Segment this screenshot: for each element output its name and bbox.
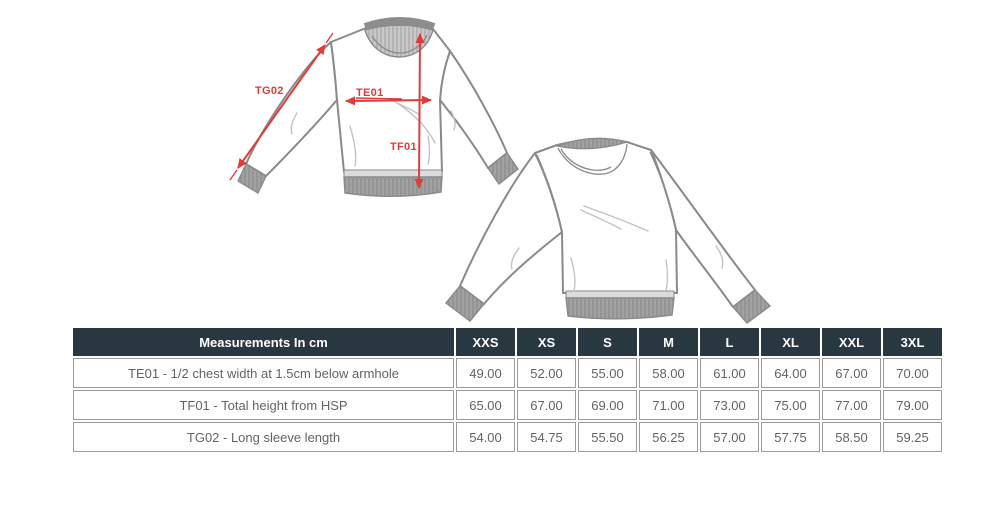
- table-cell: 75.00: [761, 390, 820, 420]
- front-collar-back-rib: [363, 17, 436, 31]
- tf01-arrow: [414, 33, 425, 189]
- te01-label: TE01: [356, 87, 384, 99]
- dimension-arrows: TG02 TE01 TF01: [229, 32, 432, 189]
- back-view-drawing: [444, 137, 772, 324]
- te01-arrow: [345, 95, 432, 106]
- column-header-m: M: [639, 328, 698, 356]
- row-label: TF01 - Total height from HSP: [73, 390, 454, 420]
- column-header-s: S: [578, 328, 637, 356]
- table-cell: 73.00: [700, 390, 759, 420]
- table-cell: 71.00: [639, 390, 698, 420]
- table-cell: 69.00: [578, 390, 637, 420]
- table-cell: 57.00: [700, 422, 759, 452]
- back-collar-band: [554, 137, 630, 150]
- table-cell: 54.75: [517, 422, 576, 452]
- front-hem-top-strip: [343, 169, 443, 178]
- front-left-cuff: [237, 163, 267, 194]
- table-cell: 56.25: [639, 422, 698, 452]
- measurements-table: Measurements In cm XXS XS S M L XL XXL 3…: [71, 326, 944, 454]
- table-cell: 67.00: [517, 390, 576, 420]
- table-cell: 67.00: [822, 358, 881, 388]
- table-cell: 54.00: [456, 422, 515, 452]
- table-cell: 55.00: [578, 358, 637, 388]
- row-label: TE01 - 1/2 chest width at 1.5cm below ar…: [73, 358, 454, 388]
- column-header-3xl: 3XL: [883, 328, 942, 356]
- table-cell: 59.25: [883, 422, 942, 452]
- front-hem-band: [343, 176, 443, 197]
- table-header-row: Measurements In cm XXS XS S M L XL XXL 3…: [73, 328, 942, 356]
- table-cell: 58.00: [639, 358, 698, 388]
- table-cell: 52.00: [517, 358, 576, 388]
- column-header-xs: XS: [517, 328, 576, 356]
- front-left-sleeve: [245, 41, 338, 177]
- tg02-arrow: [237, 44, 326, 169]
- column-header-xxs: XXS: [456, 328, 515, 356]
- table-row-te01: TE01 - 1/2 chest width at 1.5cm below ar…: [73, 358, 942, 388]
- back-left-cuff: [444, 285, 486, 322]
- table-cell: 70.00: [883, 358, 942, 388]
- table-cell: 49.00: [456, 358, 515, 388]
- table-cell: 64.00: [761, 358, 820, 388]
- table-cell: 58.50: [822, 422, 881, 452]
- table-cell: 79.00: [883, 390, 942, 420]
- column-header-xxl: XXL: [822, 328, 881, 356]
- garment-diagram: TG02 TE01 TF01: [229, 17, 772, 324]
- back-hem-band: [565, 297, 675, 320]
- front-right-cuff: [487, 151, 519, 186]
- column-header-l: L: [700, 328, 759, 356]
- table-cell: 55.50: [578, 422, 637, 452]
- table-cell: 57.75: [761, 422, 820, 452]
- table-cell: 77.00: [822, 390, 881, 420]
- front-right-sleeve: [439, 50, 508, 169]
- table-row-tf01: TF01 - Total height from HSP 65.00 67.00…: [73, 390, 942, 420]
- table-cell: 65.00: [456, 390, 515, 420]
- column-header-xl: XL: [761, 328, 820, 356]
- table-row-tg02: TG02 - Long sleeve length 54.00 54.75 55…: [73, 422, 942, 452]
- back-hem-top-strip: [565, 290, 675, 299]
- tg02-label: TG02: [255, 85, 284, 97]
- table-cell: 61.00: [700, 358, 759, 388]
- tf01-label: TF01: [390, 141, 417, 153]
- row-label: TG02 - Long sleeve length: [73, 422, 454, 452]
- back-right-cuff: [731, 289, 772, 324]
- column-header-measurements: Measurements In cm: [73, 328, 454, 356]
